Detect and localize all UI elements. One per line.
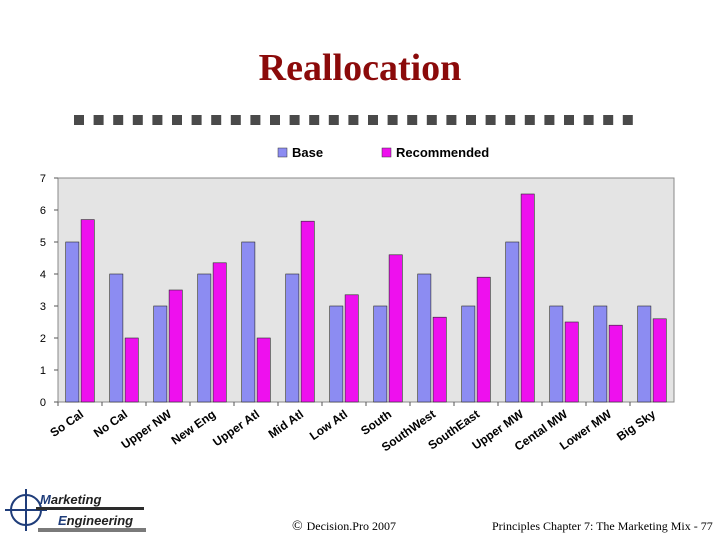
divider-square [230,115,241,125]
divider-square [368,115,378,125]
x-tick-label: So Cal [48,407,87,440]
svg-text:Engineering: Engineering [58,513,133,528]
bar-recommended-no-cal [124,337,139,403]
copyright-symbol: © [292,519,303,534]
bar-recommended-southwest [432,316,447,403]
bar-recommended-upper-mw [520,193,535,403]
bar-base-so-cal [65,241,80,403]
y-tick-label: 6 [40,205,46,217]
logo-initial-m: M [40,492,52,507]
divider-square [211,115,222,125]
footer-page-info: Principles Chapter 7: The Marketing Mix … [492,519,713,533]
divider-square [93,115,104,125]
divider-square [505,115,516,125]
legend-label-base: Base [292,145,323,160]
bar-recommended-upper-atl [256,337,271,403]
y-tick-label: 7 [40,173,46,185]
bar-recommended-low-atl [344,294,359,403]
divider-square [466,115,476,125]
bar-recommended-lower-mw [608,324,623,403]
logo-initial-e: E [58,513,67,528]
divider-square [309,115,320,125]
bar-base-lower-mw [593,305,608,403]
bar-recommended-cental-mw [564,321,579,403]
divider-square [328,115,339,125]
divider-square [407,115,418,125]
divider-square [583,115,594,125]
slide-title: Reallocation [258,47,462,89]
bar-base-new-eng [197,273,212,403]
divider-square [603,115,614,125]
x-tick-label: Low Atl [307,407,350,443]
divider-square [270,115,280,125]
divider-square [132,115,143,125]
bar-base-cental-mw [549,305,564,403]
divider-square [152,115,163,125]
divider-square [564,115,574,125]
bar-base-upper-atl [241,241,256,403]
chart-legend: Base Recommended [277,145,489,160]
divider-square [544,115,555,125]
y-tick-label: 4 [40,269,46,281]
bar-base-upper-mw [505,241,520,403]
divider-square [191,115,202,125]
title-divider [74,115,633,125]
divider-square [289,115,300,125]
footer-copyright: © Decision.Pro 2007 [292,519,396,535]
x-tick-label: Mid Atl [266,407,306,441]
y-tick-label: 2 [40,333,46,345]
divider-square [250,115,261,125]
legend-swatch-recommended [381,147,392,158]
divider-square [348,115,359,125]
bar-recommended-mid-atl [300,220,315,403]
x-tick-label: South [358,407,394,438]
bar-base-upper-nw [153,305,168,403]
copyright-text: Decision.Pro 2007 [306,519,396,533]
legend-swatch-base [277,147,288,158]
bar-recommended-southeast [476,276,491,403]
plot-area [57,177,675,403]
x-tick-label: Big Sky [614,407,658,444]
x-tick-label: Upper Atl [210,407,262,449]
divider-square [74,115,84,125]
legend-label-recommended: Recommended [396,145,489,160]
bar-base-southeast [461,305,476,403]
x-tick-label: Upper NW [119,407,175,452]
divider-square [387,115,398,125]
divider-square [172,115,182,125]
divider-square [622,115,633,125]
y-tick-label: 0 [40,397,46,409]
divider-square [113,115,124,125]
bar-recommended-south [388,254,403,403]
bar-base-no-cal [109,273,124,403]
bar-recommended-new-eng [212,262,227,403]
x-tick-label: New Eng [169,407,219,448]
y-tick-label: 5 [40,237,46,249]
bar-base-mid-atl [285,273,300,403]
divider-square [426,115,437,125]
marketing-engineering-logo: Marketing Engineering [5,489,146,532]
bar-base-low-atl [329,305,344,403]
bar-recommended-upper-nw [168,289,183,403]
svg-text:Marketing: Marketing [40,492,101,507]
y-tick-label: 1 [40,365,46,377]
divider-square [485,115,496,125]
divider-square [446,115,457,125]
bar-base-south [373,305,388,403]
bar-recommended-big-sky [652,318,667,403]
bar-base-big-sky [637,305,652,403]
bar-recommended-so-cal [80,219,95,403]
divider-square [524,115,535,125]
y-tick-label: 3 [40,301,46,313]
bar-base-southwest [417,273,432,403]
